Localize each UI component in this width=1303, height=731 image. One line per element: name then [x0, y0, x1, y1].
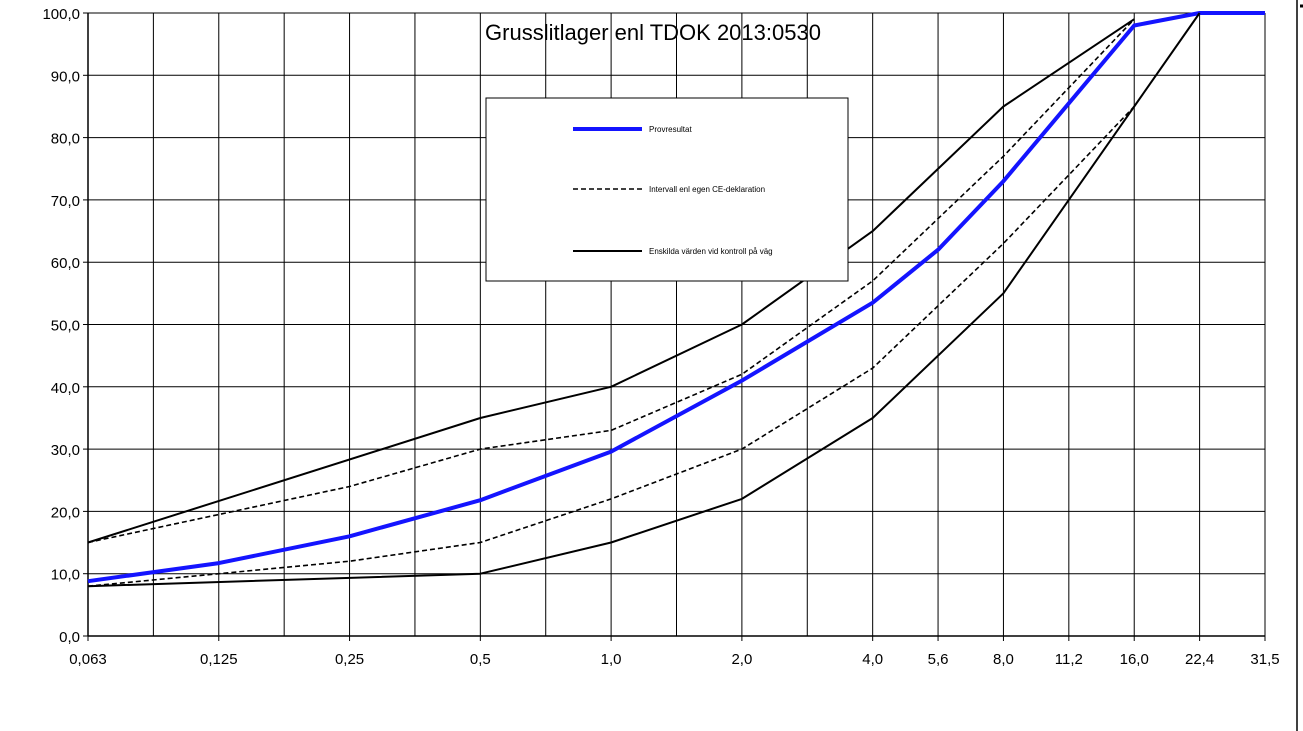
y-tick-label: 10,0 — [51, 567, 80, 584]
legend-label: Provresultat — [649, 125, 692, 134]
x-tick-label: 31,5 — [1250, 651, 1279, 668]
y-tick-label: 90,0 — [51, 68, 80, 85]
x-tick-label: 5,6 — [928, 651, 949, 668]
y-tick-label: 30,0 — [51, 442, 80, 459]
series-line-enskilda-v-rden-vid-kontroll-p-v-g-lower — [87, 12, 1201, 588]
y-tick-label: 100,0 — [42, 6, 80, 23]
x-tick-label: 0,25 — [335, 651, 364, 668]
x-tick-label: 0,125 — [200, 651, 238, 668]
y-tick-label: 80,0 — [51, 131, 80, 148]
series-line-intervall-enl-egen-ce-deklaration-lower — [87, 105, 1135, 587]
series-line-intervall-enl-egen-ce-deklaration-upper — [87, 18, 1135, 544]
y-tick-label: 0,0 — [59, 629, 80, 646]
legend-box — [485, 97, 849, 282]
x-tick-label: 22,4 — [1185, 651, 1214, 668]
y-tick-label: 60,0 — [51, 255, 80, 272]
legend: Provresultat Intervall enl egen CE-deklar… — [485, 97, 849, 282]
legend-label: Intervall enl egen CE-deklaration — [649, 185, 765, 194]
y-tick-label: 50,0 — [51, 318, 80, 335]
y-tick-label: 70,0 — [51, 193, 80, 210]
x-tick-label: 8,0 — [993, 651, 1014, 668]
x-tick-label: 4,0 — [862, 651, 883, 668]
y-tick-label: 40,0 — [51, 380, 80, 397]
y-tick-label: 20,0 — [51, 504, 80, 521]
chart-title: Grusslitlager enl TDOK 2013:0530 — [485, 20, 821, 45]
legend-label: Enskilda värden vid kontroll på väg — [649, 247, 773, 256]
x-tick-label: 0,5 — [470, 651, 491, 668]
series-lines — [87, 11, 1265, 588]
x-tick-label: 16,0 — [1120, 651, 1149, 668]
x-tick-label: 0,063 — [69, 651, 107, 668]
axes: 0,0 10,0 20,0 30,0 40,0 50,0 60,0 70,0 80,0 90,0 1… — [42, 0, 1303, 731]
x-tick-label: 1,0 — [601, 651, 622, 668]
x-tick-label: 2,0 — [731, 651, 752, 668]
series-line-enskilda-v-rden-vid-kontroll-p-v-g-upper — [87, 18, 1135, 544]
x-tick-label: 11,2 — [1055, 651, 1083, 668]
series-line-provresultat — [87, 11, 1265, 584]
